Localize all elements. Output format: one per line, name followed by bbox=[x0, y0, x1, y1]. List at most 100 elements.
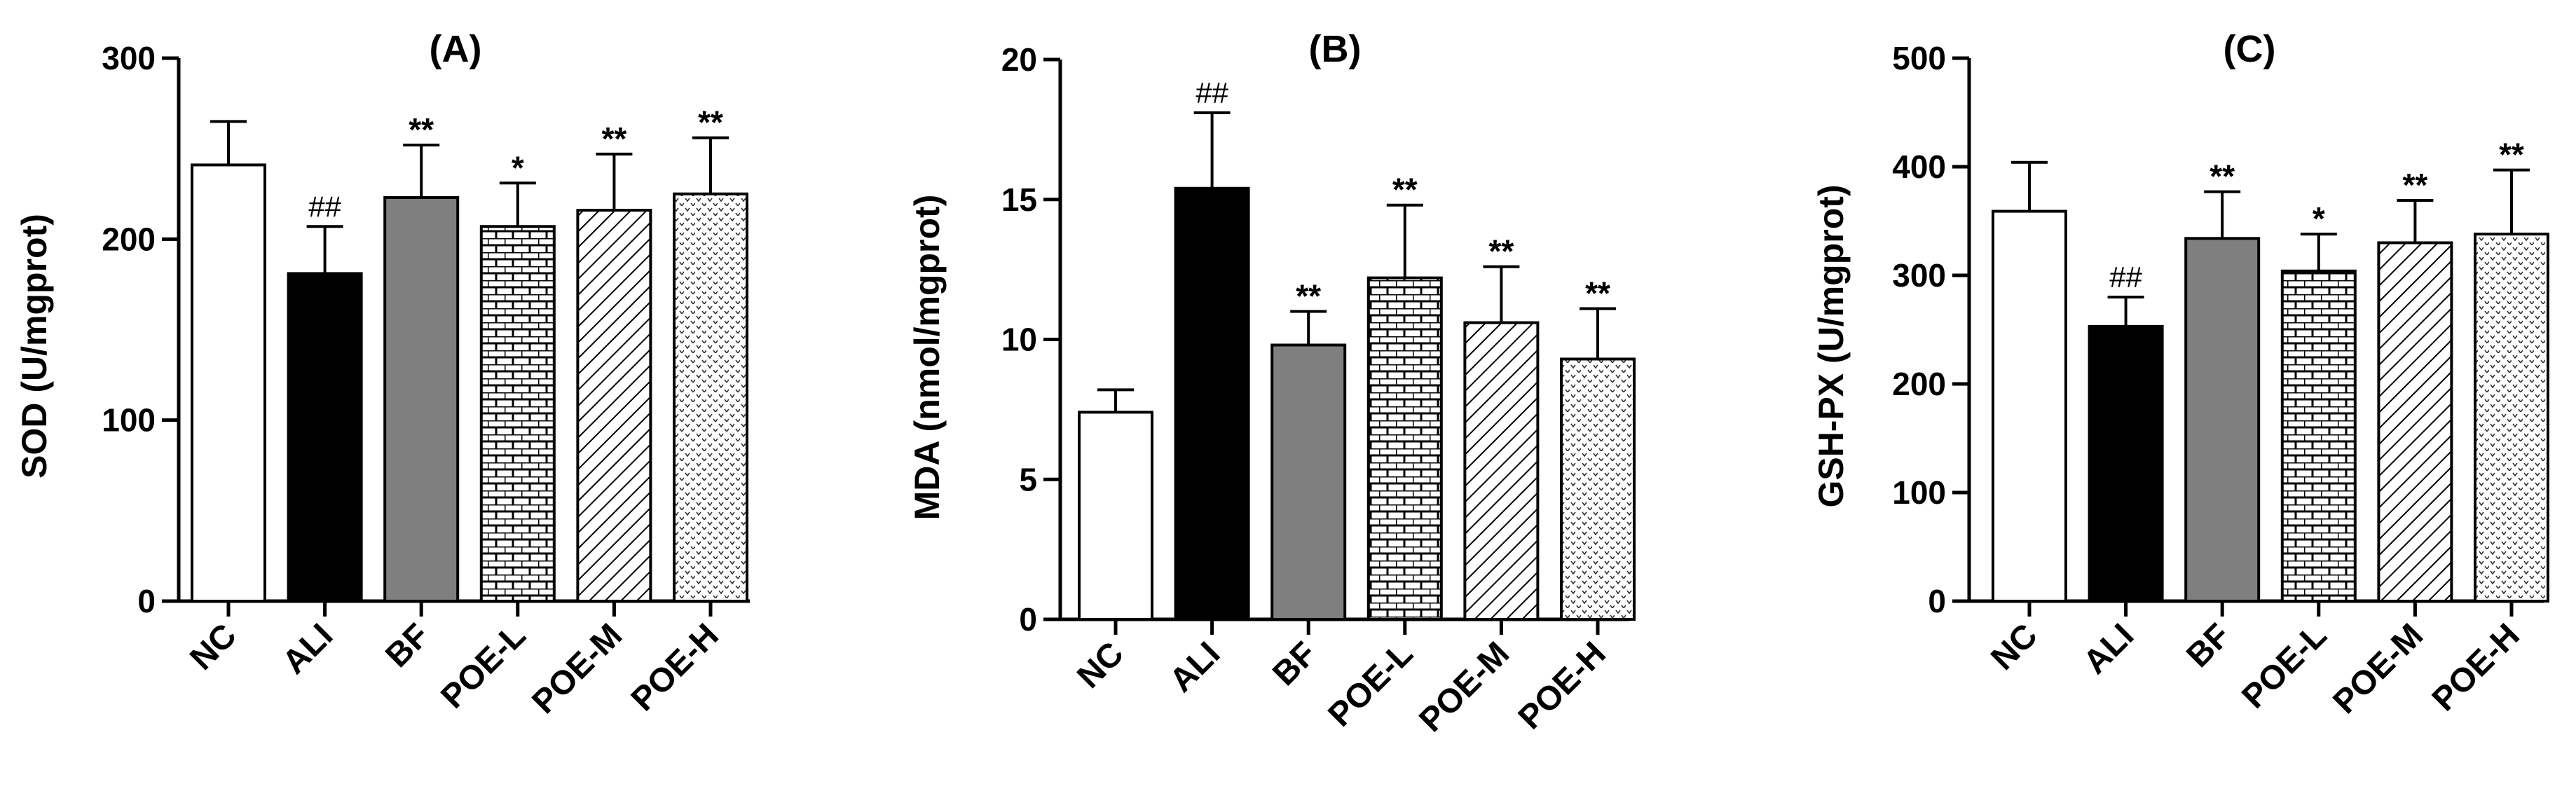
x-tick-label: POE-H bbox=[2425, 617, 2527, 718]
x-tick-label: BF bbox=[1266, 635, 1324, 693]
panel-b: (B) MDA (nmol/mgprot) 0 5 10 15 20 ## ** ** ** *… bbox=[907, 28, 1636, 739]
significance-label: ** bbox=[698, 104, 723, 141]
significance-label: ** bbox=[1296, 278, 1321, 315]
panel-b-title: (B) bbox=[1309, 28, 1362, 70]
bar bbox=[673, 192, 748, 603]
panel-b-ylabel: MDA (nmol/mgprot) bbox=[907, 195, 947, 521]
y-tick-label: 300 bbox=[102, 40, 156, 76]
bar bbox=[2474, 233, 2549, 603]
significance-label: ** bbox=[2210, 158, 2235, 195]
bar bbox=[1463, 321, 1540, 621]
bar-group-poe-l: * bbox=[479, 149, 556, 603]
y-tick-label: 10 bbox=[1001, 322, 1037, 358]
significance-label: ## bbox=[308, 190, 341, 223]
significance-label: ** bbox=[2402, 167, 2427, 203]
bar bbox=[479, 225, 556, 603]
x-tick-label: NC bbox=[1070, 635, 1130, 695]
bar-group-poe-m: ** bbox=[576, 121, 652, 603]
significance-label: ** bbox=[1585, 275, 1610, 312]
panel-c-title: (C) bbox=[2224, 28, 2276, 70]
bar-group-poe-h: ** bbox=[673, 104, 748, 603]
bar-group-bf: ** bbox=[1270, 278, 1347, 621]
bar-group-poe-h: ** bbox=[2474, 137, 2549, 603]
significance-label: * bbox=[2313, 200, 2325, 237]
panel-b-bars: ## ** ** ** ** bbox=[1078, 76, 1636, 621]
y-tick-label: 100 bbox=[1892, 474, 1946, 511]
x-tick-label: NC bbox=[1984, 617, 2044, 677]
bar-group-bf: ** bbox=[2184, 158, 2261, 603]
bar bbox=[1560, 357, 1636, 621]
x-tick-label: POE-L bbox=[1321, 635, 1420, 734]
bar bbox=[1078, 411, 1153, 621]
x-tick-label: POE-M bbox=[2326, 617, 2430, 721]
y-tick-label: 100 bbox=[102, 402, 156, 439]
bar-group-nc bbox=[1078, 388, 1153, 621]
x-tick-label: ALI bbox=[2076, 617, 2141, 681]
bar-group-poe-h: ** bbox=[1560, 275, 1636, 621]
bar-group-ali: ## bbox=[1174, 76, 1250, 621]
bar-group-poe-m: ** bbox=[1463, 233, 1540, 621]
significance-label: ** bbox=[1488, 233, 1514, 270]
bar bbox=[2280, 269, 2357, 603]
significance-label: ** bbox=[409, 111, 434, 148]
significance-label: ## bbox=[1195, 76, 1228, 109]
significance-label: ** bbox=[601, 121, 626, 157]
y-tick-label: 0 bbox=[1928, 583, 1946, 619]
bar bbox=[2377, 241, 2453, 603]
bar-group-ali: ## bbox=[2088, 261, 2164, 603]
bar bbox=[1270, 343, 1347, 621]
x-tick-label: BF bbox=[2179, 617, 2238, 675]
x-tick-label: NC bbox=[183, 617, 243, 677]
bar-group-poe-l: * bbox=[2280, 200, 2357, 603]
bar bbox=[1174, 186, 1250, 621]
panel-a-bars: ##***** ** bbox=[191, 104, 748, 603]
bar bbox=[2184, 237, 2261, 603]
y-tick-label: 20 bbox=[1001, 41, 1037, 78]
x-tick-label: POE-H bbox=[624, 617, 726, 718]
y-tick-label: 400 bbox=[1892, 149, 1946, 185]
panel-a-ylabel: SOD (U/mgprot) bbox=[15, 214, 54, 479]
x-tick-label: ALI bbox=[275, 617, 340, 681]
bar-group-ali: ## bbox=[287, 190, 363, 603]
bar bbox=[1992, 209, 2067, 603]
x-tick-label: POE-L bbox=[434, 617, 533, 715]
y-tick-label: 200 bbox=[1892, 366, 1946, 402]
y-tick-label: 300 bbox=[1892, 257, 1946, 294]
significance-label: * bbox=[512, 149, 524, 186]
y-tick-label: 500 bbox=[1892, 40, 1946, 76]
bar bbox=[383, 195, 460, 603]
panel-c: (C) GSH-PX (U/mgprot) 0 100 200 300 400 500 #… bbox=[1811, 28, 2549, 721]
x-tick-label: ALI bbox=[1163, 635, 1227, 699]
panel-c-ylabel: GSH-PX (U/mgprot) bbox=[1811, 184, 1851, 507]
y-tick-label: 5 bbox=[1019, 461, 1037, 497]
significance-label: ** bbox=[1392, 172, 1418, 208]
x-tick-label: POE-H bbox=[1512, 635, 1613, 736]
significance-label: ** bbox=[2499, 137, 2524, 173]
x-tick-label: BF bbox=[378, 617, 437, 675]
y-tick-label: 0 bbox=[137, 583, 156, 619]
panel-a-axes: 0 100 200 300 bbox=[102, 40, 750, 619]
panel-c-bars: ##******* bbox=[1992, 137, 2549, 603]
significance-label: ## bbox=[2109, 261, 2142, 294]
bar-group-poe-m: ** bbox=[2377, 167, 2453, 603]
panel-a-title: (A) bbox=[430, 28, 482, 70]
bar-group-bf: ** bbox=[383, 111, 460, 603]
bar bbox=[191, 163, 266, 603]
bar-group-nc bbox=[191, 120, 266, 603]
x-tick-label: POE-M bbox=[1412, 635, 1516, 739]
bar bbox=[576, 209, 652, 603]
bar-group-nc bbox=[1992, 160, 2067, 603]
bar-group-poe-l: ** bbox=[1366, 172, 1443, 621]
x-tick-label: POE-L bbox=[2235, 617, 2334, 715]
bar bbox=[1366, 276, 1443, 621]
y-tick-label: 200 bbox=[102, 221, 156, 257]
bar bbox=[2088, 324, 2164, 603]
y-tick-label: 15 bbox=[1001, 181, 1037, 218]
y-tick-label: 0 bbox=[1019, 601, 1037, 638]
x-tick-label: POE-M bbox=[525, 617, 629, 721]
